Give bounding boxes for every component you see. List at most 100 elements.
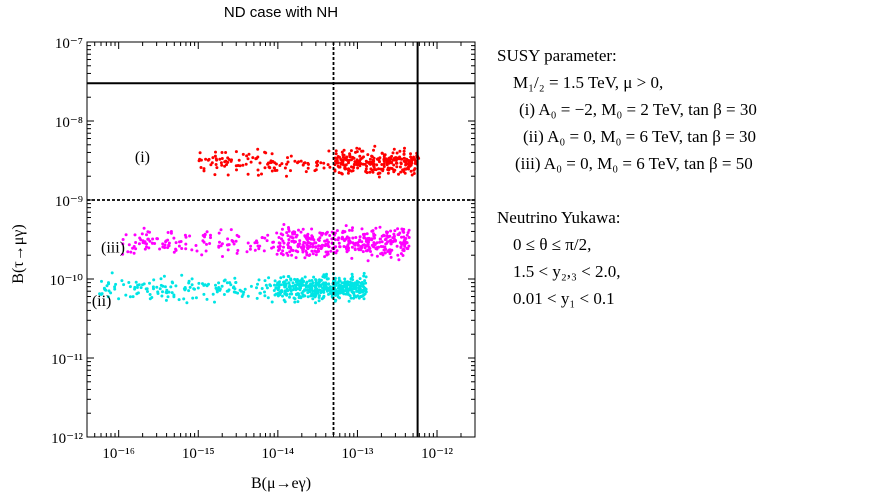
data-point-2-360 — [131, 246, 135, 250]
data-point-2-186 — [285, 251, 289, 255]
data-point-1-343 — [390, 160, 393, 164]
data-point-3-401 — [357, 296, 361, 300]
data-point-1-93 — [395, 151, 399, 155]
data-point-3-77 — [202, 292, 206, 296]
data-point-2-389 — [328, 234, 332, 237]
susy-line-1: M₁/₂ = 1.5 TeV, μ > 0, — [513, 73, 664, 92]
data-point-3-364 — [231, 286, 235, 290]
data-point-1-183 — [380, 151, 384, 155]
data-point-3-428 — [267, 276, 271, 280]
data-point-2-362 — [384, 242, 388, 246]
data-point-2-3 — [204, 249, 208, 253]
data-point-3-446 — [232, 290, 236, 294]
data-point-2-442 — [307, 254, 311, 257]
data-point-3-530 — [306, 284, 310, 288]
data-point-3-529 — [284, 282, 288, 286]
data-point-2-485 — [237, 235, 241, 239]
data-point-1-97 — [412, 172, 416, 175]
data-point-1-56 — [293, 159, 297, 163]
data-point-3-409 — [128, 285, 132, 289]
data-point-3-563 — [188, 285, 192, 289]
data-point-1-261 — [355, 146, 359, 150]
data-point-1-265 — [382, 165, 386, 168]
parameter-panel: SUSY parameter: M₁/₂ = 1.5 TeV, μ > 0, (… — [497, 42, 757, 312]
data-point-3-532 — [340, 289, 344, 292]
data-point-2-377 — [373, 233, 377, 237]
data-point-3-501 — [357, 287, 361, 291]
data-point-1-323 — [273, 169, 277, 172]
data-point-2-433 — [383, 238, 387, 242]
data-point-3-81 — [273, 279, 277, 283]
data-point-1-180 — [409, 152, 412, 156]
y-tick-label: 10⁻⁹ — [55, 194, 83, 210]
data-point-3-540 — [283, 292, 287, 296]
data-point-3-453 — [322, 294, 326, 298]
data-point-1-142 — [377, 167, 381, 171]
data-point-1-246 — [283, 166, 287, 170]
data-point-3-535 — [308, 289, 312, 293]
data-point-3-591 — [180, 273, 184, 277]
data-point-3-460 — [289, 292, 293, 296]
data-point-1-347 — [413, 167, 417, 171]
data-point-2-53 — [221, 255, 224, 258]
data-point-2-369 — [350, 256, 354, 260]
data-point-3-539 — [160, 294, 164, 298]
data-point-2-133 — [357, 247, 360, 251]
data-point-3-443 — [285, 293, 289, 297]
data-point-1-148 — [410, 173, 414, 177]
data-point-1-74 — [219, 161, 223, 165]
data-point-1-301 — [413, 161, 417, 165]
data-point-2-325 — [257, 247, 261, 251]
data-point-3-580 — [317, 288, 321, 292]
data-point-2-275 — [155, 237, 159, 241]
data-point-3-265 — [150, 296, 154, 299]
data-point-2-484 — [383, 251, 387, 255]
data-point-1-362 — [355, 150, 359, 154]
data-point-1-209 — [204, 157, 208, 161]
data-point-2-265 — [335, 249, 339, 253]
data-point-2-235 — [177, 244, 181, 248]
data-point-2-480 — [306, 247, 310, 251]
data-point-3-553 — [300, 284, 304, 287]
data-point-1-251 — [336, 161, 340, 165]
data-point-1-63 — [340, 150, 344, 154]
data-point-2-61 — [124, 233, 128, 237]
data-point-3-525 — [322, 289, 326, 293]
data-points — [98, 144, 421, 305]
data-point-2-506 — [145, 245, 148, 249]
data-point-2-8 — [147, 246, 151, 250]
data-point-2-31 — [335, 229, 339, 233]
data-point-2-412 — [347, 236, 351, 240]
data-point-3-456 — [122, 283, 126, 287]
data-point-1-222 — [366, 153, 370, 157]
data-point-3-486 — [263, 279, 267, 283]
data-point-2-317 — [329, 249, 333, 253]
data-point-3-190 — [159, 277, 163, 281]
data-point-3-546 — [314, 289, 318, 293]
data-point-2-483 — [296, 244, 300, 248]
data-point-3-403 — [183, 288, 187, 292]
data-point-2-394 — [200, 253, 204, 257]
data-point-1-364 — [372, 159, 376, 163]
data-point-2-104 — [350, 228, 354, 232]
data-point-3-560 — [305, 280, 309, 284]
data-point-2-400 — [180, 247, 184, 250]
x-tick-label: 10⁻¹⁵ — [182, 446, 215, 462]
data-point-3-371 — [338, 285, 342, 289]
data-point-3-465 — [185, 301, 189, 305]
x-tick-label: 10⁻¹⁴ — [262, 446, 295, 462]
data-point-2-309 — [314, 241, 318, 245]
data-point-3-543 — [276, 288, 280, 292]
data-point-3-514 — [151, 285, 155, 289]
data-point-1-109 — [245, 154, 249, 158]
data-point-2-367 — [236, 249, 240, 252]
data-point-2-451 — [139, 238, 143, 242]
data-point-1-325 — [410, 160, 414, 164]
data-point-3-448 — [229, 283, 233, 287]
data-point-1-163 — [344, 167, 348, 171]
data-point-1-136 — [244, 162, 248, 166]
data-point-2-383 — [373, 243, 377, 246]
data-point-2-387 — [320, 243, 324, 247]
data-point-1-143 — [202, 167, 206, 171]
data-point-3-552 — [100, 279, 103, 283]
